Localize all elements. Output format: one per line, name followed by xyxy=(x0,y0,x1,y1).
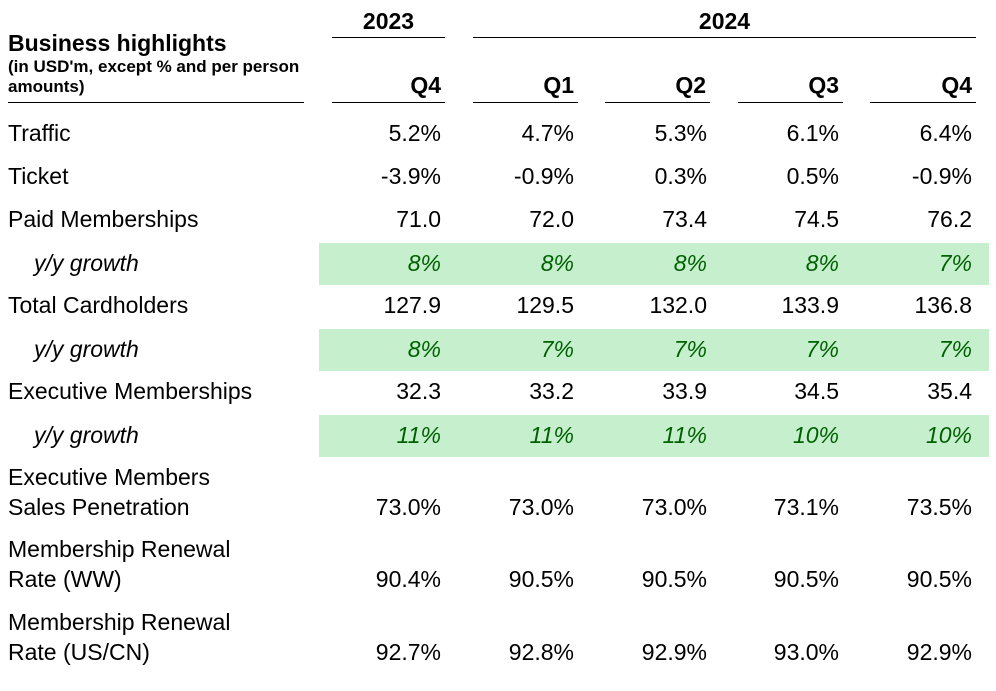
table-cell: 73.0% xyxy=(641,494,707,520)
table-title: Business highlights xyxy=(8,30,227,56)
growth-band xyxy=(319,415,989,457)
row-label: Membership Renewal xyxy=(8,609,231,635)
growth-cell: 8% xyxy=(407,336,441,362)
growth-cell: 11% xyxy=(396,422,441,448)
row-label: Total Cardholders xyxy=(8,292,189,318)
table-cell: 132.0 xyxy=(649,292,707,318)
table-cell: 76.2 xyxy=(927,206,972,232)
growth-cell: 8% xyxy=(540,250,574,276)
label-column-rule xyxy=(8,102,304,103)
table-subtitle: (in USD'm, except % and per person amoun… xyxy=(8,57,300,96)
table-cell: 90.5% xyxy=(508,566,574,592)
table-cell: 136.8 xyxy=(914,292,972,318)
growth-cell: 7% xyxy=(673,336,707,362)
table-cell: 0.5% xyxy=(786,163,839,189)
table-cell: 92.7% xyxy=(375,639,441,665)
table-cell: -0.9% xyxy=(911,163,972,189)
table-cell: 73.1% xyxy=(773,494,839,520)
quarter-q2-2024: Q2 xyxy=(605,72,710,103)
growth-cell: 11% xyxy=(529,422,574,448)
row-label: Executive Members xyxy=(8,464,210,490)
table-cell: 90.5% xyxy=(906,566,972,592)
row-label: Paid Memberships xyxy=(8,206,199,232)
growth-cell: 10% xyxy=(925,422,972,448)
table-cell: 90.5% xyxy=(641,566,707,592)
table-cell: 5.2% xyxy=(388,120,441,146)
year-2023: 2023 xyxy=(332,8,445,38)
table-cell: 6.4% xyxy=(919,120,972,146)
table-cell: 92.9% xyxy=(641,639,707,665)
growth-cell: 11% xyxy=(662,422,707,448)
table-cell: 127.9 xyxy=(383,292,441,318)
quarter-q4-2023: Q4 xyxy=(332,72,445,103)
quarter-q4-2024: Q4 xyxy=(870,72,976,103)
table-cell: 4.7% xyxy=(521,120,574,146)
growth-cell: 8% xyxy=(805,250,839,276)
table-cell: 0.3% xyxy=(654,163,707,189)
growth-cell: 7% xyxy=(938,336,972,362)
year-2024: 2024 xyxy=(473,8,976,38)
table-cell: 32.3 xyxy=(396,378,441,404)
table-cell: 33.2 xyxy=(529,378,574,404)
quarter-q1-2024: Q1 xyxy=(473,72,578,103)
table-cell: 6.1% xyxy=(786,120,839,146)
table-cell: 5.3% xyxy=(654,120,707,146)
growth-cell: 7% xyxy=(540,336,574,362)
table-cell: 93.0% xyxy=(773,639,839,665)
table-cell: -3.9% xyxy=(380,163,441,189)
row-label: Ticket xyxy=(8,163,69,189)
growth-band xyxy=(319,243,989,285)
table-cell: 71.0 xyxy=(396,206,441,232)
row-label: Executive Memberships xyxy=(8,378,253,404)
table-cell: 73.5% xyxy=(906,494,972,520)
growth-cell: 8% xyxy=(407,250,441,276)
table-cell: -0.9% xyxy=(513,163,574,189)
table-cell: 90.4% xyxy=(375,566,441,592)
table-cell: 33.9 xyxy=(662,378,707,404)
quarter-q3-2024: Q3 xyxy=(738,72,843,103)
growth-cell: 7% xyxy=(805,336,839,362)
growth-cell: 7% xyxy=(938,250,972,276)
table-cell: 133.9 xyxy=(781,292,839,318)
growth-row-label: y/y growth xyxy=(34,250,139,276)
table-cell: 73.0% xyxy=(508,494,574,520)
table-cell: 74.5 xyxy=(794,206,839,232)
growth-row-label: y/y growth xyxy=(34,336,139,362)
table-cell: 90.5% xyxy=(773,566,839,592)
growth-band xyxy=(319,329,989,371)
table-cell: 73.4 xyxy=(662,206,707,232)
growth-cell: 8% xyxy=(673,250,707,276)
row-label: Traffic xyxy=(8,120,71,146)
row-label: Sales Penetration xyxy=(8,494,190,520)
table-cell: 92.8% xyxy=(508,639,574,665)
table-cell: 34.5 xyxy=(794,378,839,404)
growth-cell: 10% xyxy=(792,422,839,448)
table-cell: 35.4 xyxy=(927,378,972,404)
row-label: Rate (WW) xyxy=(8,566,122,592)
table-cell: 72.0 xyxy=(529,206,574,232)
table-cell: 92.9% xyxy=(906,639,972,665)
table-cell: 129.5 xyxy=(516,292,574,318)
row-label: Rate (US/CN) xyxy=(8,639,150,665)
growth-row-label: y/y growth xyxy=(34,422,139,448)
table-cell: 73.0% xyxy=(375,494,441,520)
row-label: Membership Renewal xyxy=(8,536,231,562)
